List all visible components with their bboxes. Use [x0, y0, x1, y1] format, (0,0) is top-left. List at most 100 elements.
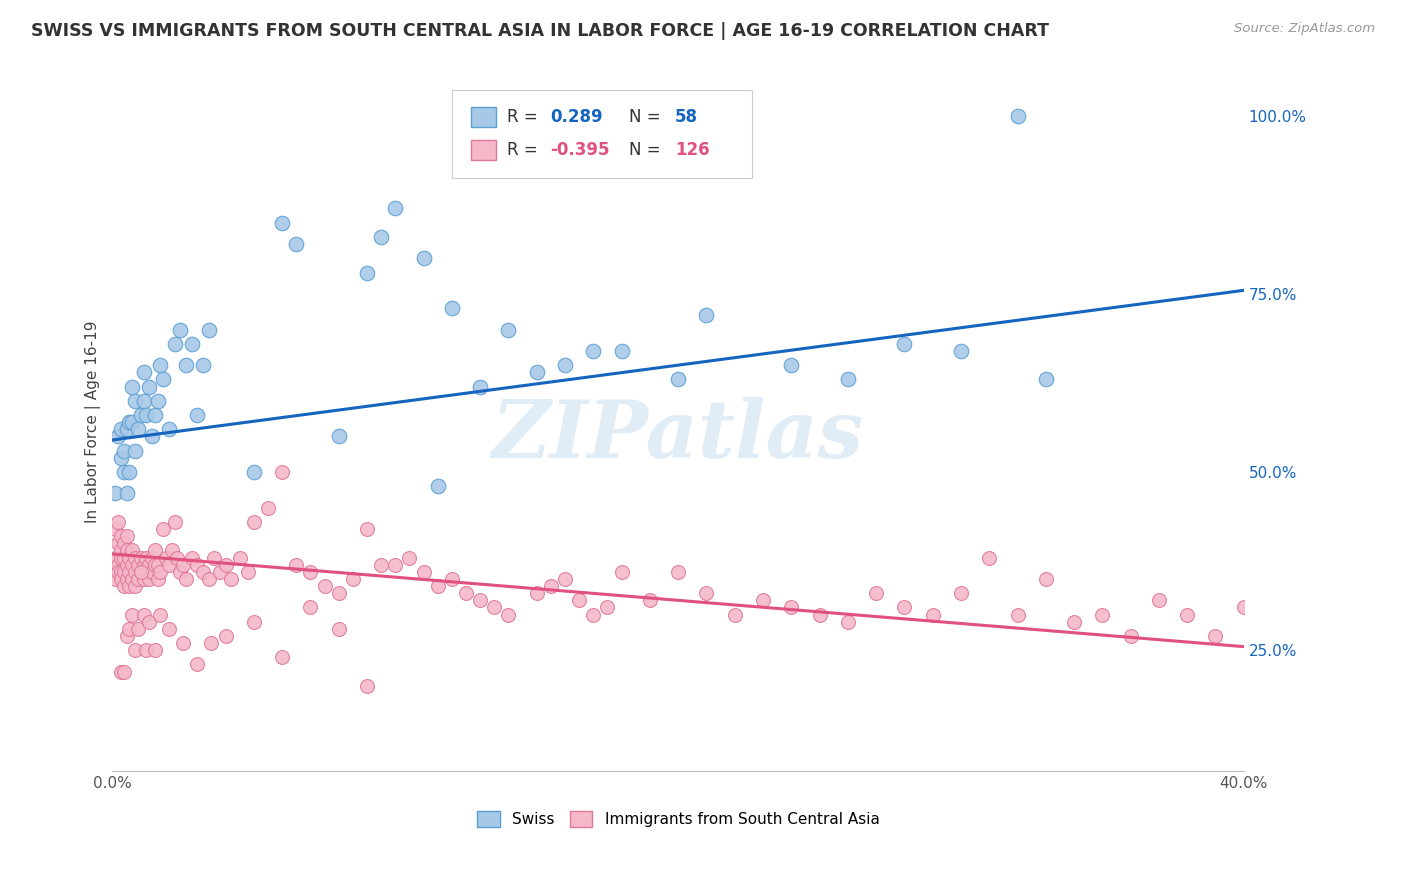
Point — [110, 565, 132, 579]
Point — [257, 500, 280, 515]
Point — [124, 550, 146, 565]
Point — [412, 252, 434, 266]
Point — [110, 422, 132, 436]
Point — [498, 607, 520, 622]
Point — [214, 558, 236, 572]
Point — [285, 237, 308, 252]
Point — [115, 529, 138, 543]
Text: -0.395: -0.395 — [550, 141, 610, 159]
FancyBboxPatch shape — [471, 140, 496, 160]
Point — [949, 586, 972, 600]
Y-axis label: In Labor Force | Age 16-19: In Labor Force | Age 16-19 — [86, 321, 101, 524]
Point — [143, 643, 166, 657]
Point — [157, 558, 180, 572]
Point — [169, 322, 191, 336]
Text: R =: R = — [508, 108, 543, 126]
Point — [112, 579, 135, 593]
Text: N =: N = — [630, 108, 666, 126]
Point — [174, 572, 197, 586]
Point — [356, 679, 378, 693]
Point — [540, 579, 562, 593]
Point — [638, 593, 661, 607]
Point — [214, 629, 236, 643]
Text: 0.289: 0.289 — [550, 108, 603, 126]
Point — [121, 415, 143, 429]
Point — [166, 550, 188, 565]
Point — [115, 422, 138, 436]
Point — [110, 572, 132, 586]
Point — [243, 465, 266, 479]
Point — [1063, 615, 1085, 629]
Point — [610, 565, 633, 579]
Point — [104, 550, 127, 565]
Point — [135, 643, 157, 657]
Point — [426, 479, 449, 493]
Point — [135, 550, 157, 565]
Point — [610, 343, 633, 358]
Point — [143, 543, 166, 558]
Point — [666, 565, 689, 579]
Point — [582, 607, 605, 622]
Point — [202, 550, 225, 565]
Point — [135, 408, 157, 422]
Point — [1035, 572, 1057, 586]
Point — [498, 322, 520, 336]
Point — [152, 522, 174, 536]
Point — [129, 550, 152, 565]
Point — [115, 572, 138, 586]
Point — [238, 565, 260, 579]
Point — [152, 372, 174, 386]
Point — [149, 565, 172, 579]
Point — [138, 615, 160, 629]
Text: ZIPatlas: ZIPatlas — [492, 397, 865, 475]
Point — [554, 358, 576, 372]
Point — [412, 565, 434, 579]
Point — [107, 558, 129, 572]
Point — [582, 343, 605, 358]
Point — [191, 358, 214, 372]
Point — [141, 550, 163, 565]
Point — [141, 429, 163, 443]
Point — [484, 600, 506, 615]
Point — [127, 572, 149, 586]
Text: N =: N = — [630, 141, 666, 159]
Point — [370, 558, 392, 572]
Point — [138, 572, 160, 586]
Point — [780, 358, 803, 372]
Point — [356, 522, 378, 536]
Point — [271, 465, 294, 479]
Point — [104, 572, 127, 586]
Point — [468, 593, 491, 607]
Point — [186, 408, 208, 422]
Point — [107, 429, 129, 443]
Point — [104, 486, 127, 500]
Point — [440, 572, 463, 586]
Point — [121, 607, 143, 622]
Point — [526, 365, 548, 379]
Point — [127, 558, 149, 572]
Point — [1175, 607, 1198, 622]
Point — [724, 607, 747, 622]
Point — [112, 565, 135, 579]
Point — [110, 543, 132, 558]
Point — [568, 593, 591, 607]
Text: Source: ZipAtlas.com: Source: ZipAtlas.com — [1234, 22, 1375, 36]
Point — [299, 600, 322, 615]
Point — [526, 586, 548, 600]
Point — [1119, 629, 1142, 643]
Point — [197, 572, 219, 586]
Point — [107, 515, 129, 529]
Point — [149, 358, 172, 372]
Point — [132, 607, 155, 622]
Point — [342, 572, 364, 586]
Point — [666, 372, 689, 386]
Point — [169, 565, 191, 579]
Point — [115, 558, 138, 572]
Point — [208, 565, 231, 579]
Point — [695, 308, 717, 322]
Point — [110, 665, 132, 679]
Point — [110, 529, 132, 543]
Point — [695, 586, 717, 600]
Point — [121, 379, 143, 393]
Point — [163, 336, 186, 351]
